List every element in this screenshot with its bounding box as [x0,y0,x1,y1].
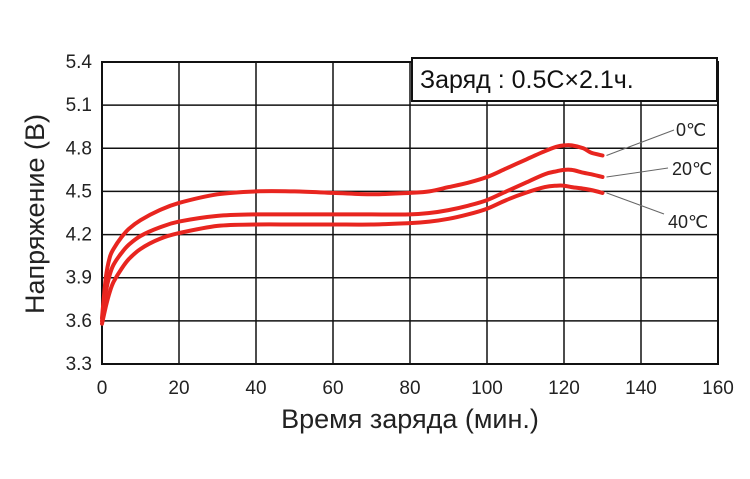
annotation-box [411,57,718,102]
series-label-40c: 40℃ [668,212,708,232]
y-axis-label: Напряжение (В) [20,114,50,314]
y-tick-label: 3.6 [66,311,92,332]
series-line-20c [100,167,605,323]
x-tick-label: 100 [471,378,503,399]
x-axis-label: Время заряда (мин.) [281,404,539,434]
series-line-0c [100,143,605,320]
series-line-40c [100,183,605,326]
leader-line [606,167,669,178]
y-tick-label: 3.3 [66,354,92,375]
series-group [100,143,605,326]
plot-frame [101,61,719,365]
x-tick-label: 160 [702,378,734,399]
x-tick-label: 60 [322,378,343,399]
leader-line [606,192,665,215]
tick-labels: 0 20 40 60 80 100 120 140 160 5.4 5.1 4.8 4.5 4.2 3.9 3… [66,52,734,399]
x-tick-label: 20 [168,378,189,399]
x-tick-label: 80 [399,378,420,399]
y-tick-label: 4.8 [66,138,92,159]
leader-line [606,129,675,156]
annotation-text: Заряд : 0.5C×2.1ч. [420,66,634,94]
series-label-20c: 20℃ [672,159,712,179]
y-tick-label: 4.2 [66,225,92,246]
x-tick-label: 140 [625,378,657,399]
y-tick-label: 5.4 [66,52,93,73]
y-tick-label: 4.5 [66,181,92,202]
x-tick-label: 0 [97,378,108,399]
y-tick-label: 5.1 [66,95,92,116]
series-leader-lines [606,129,675,215]
x-tick-label: 120 [548,378,580,399]
x-tick-label: 40 [245,378,266,399]
y-tick-label: 3.9 [66,268,92,289]
series-label-0c: 0℃ [676,120,706,140]
